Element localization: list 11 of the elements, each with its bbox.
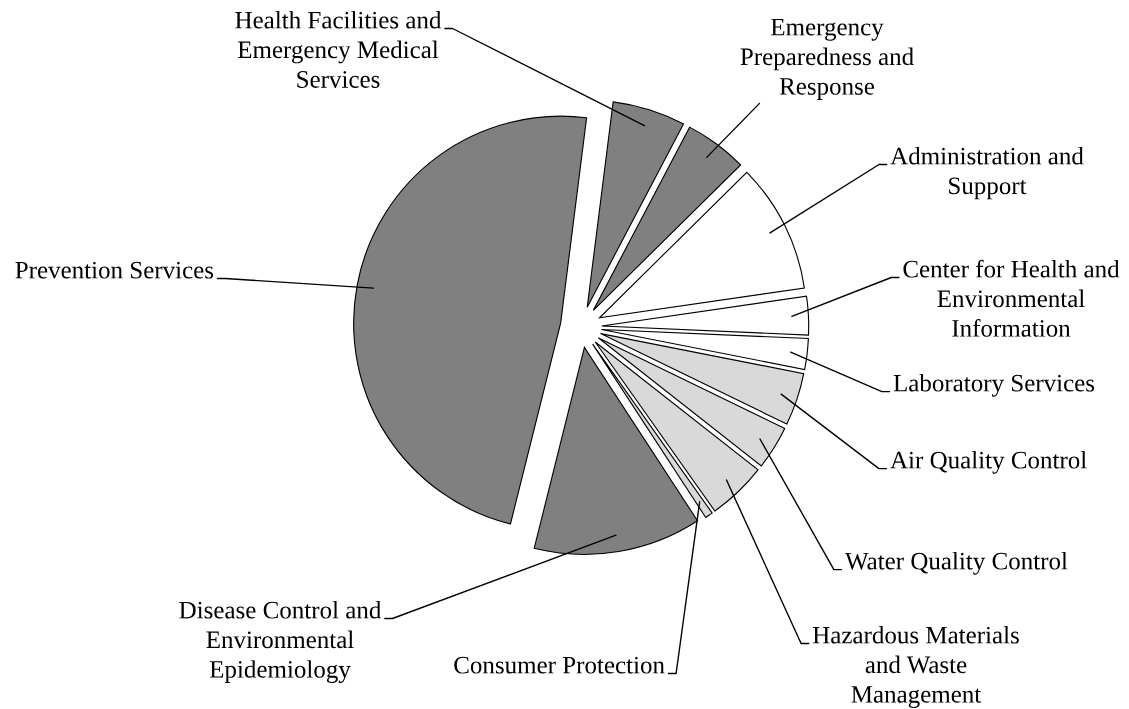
- slice-label: Health Facilities and Emergency Medical Services: [235, 11, 442, 88]
- slice-label: Hazardous Materials and Waste Management: [812, 626, 1019, 708]
- slice-label: Center for Health and Environmental Information: [903, 259, 1120, 337]
- slice-label: Administration and Support: [890, 147, 1084, 200]
- slice-label: Consumer Protection: [454, 656, 665, 674]
- slice-label: Emergency Preparedness and Response: [740, 18, 914, 100]
- slice-label: Water Quality Control: [845, 552, 1068, 575]
- slice-label: Disease Control and Environmental Epidemiology: [179, 601, 382, 683]
- slice-label: Prevention Services: [15, 261, 214, 279]
- slice-label: Laboratory Services: [893, 374, 1095, 397]
- slice-label: Air Quality Control: [890, 451, 1087, 474]
